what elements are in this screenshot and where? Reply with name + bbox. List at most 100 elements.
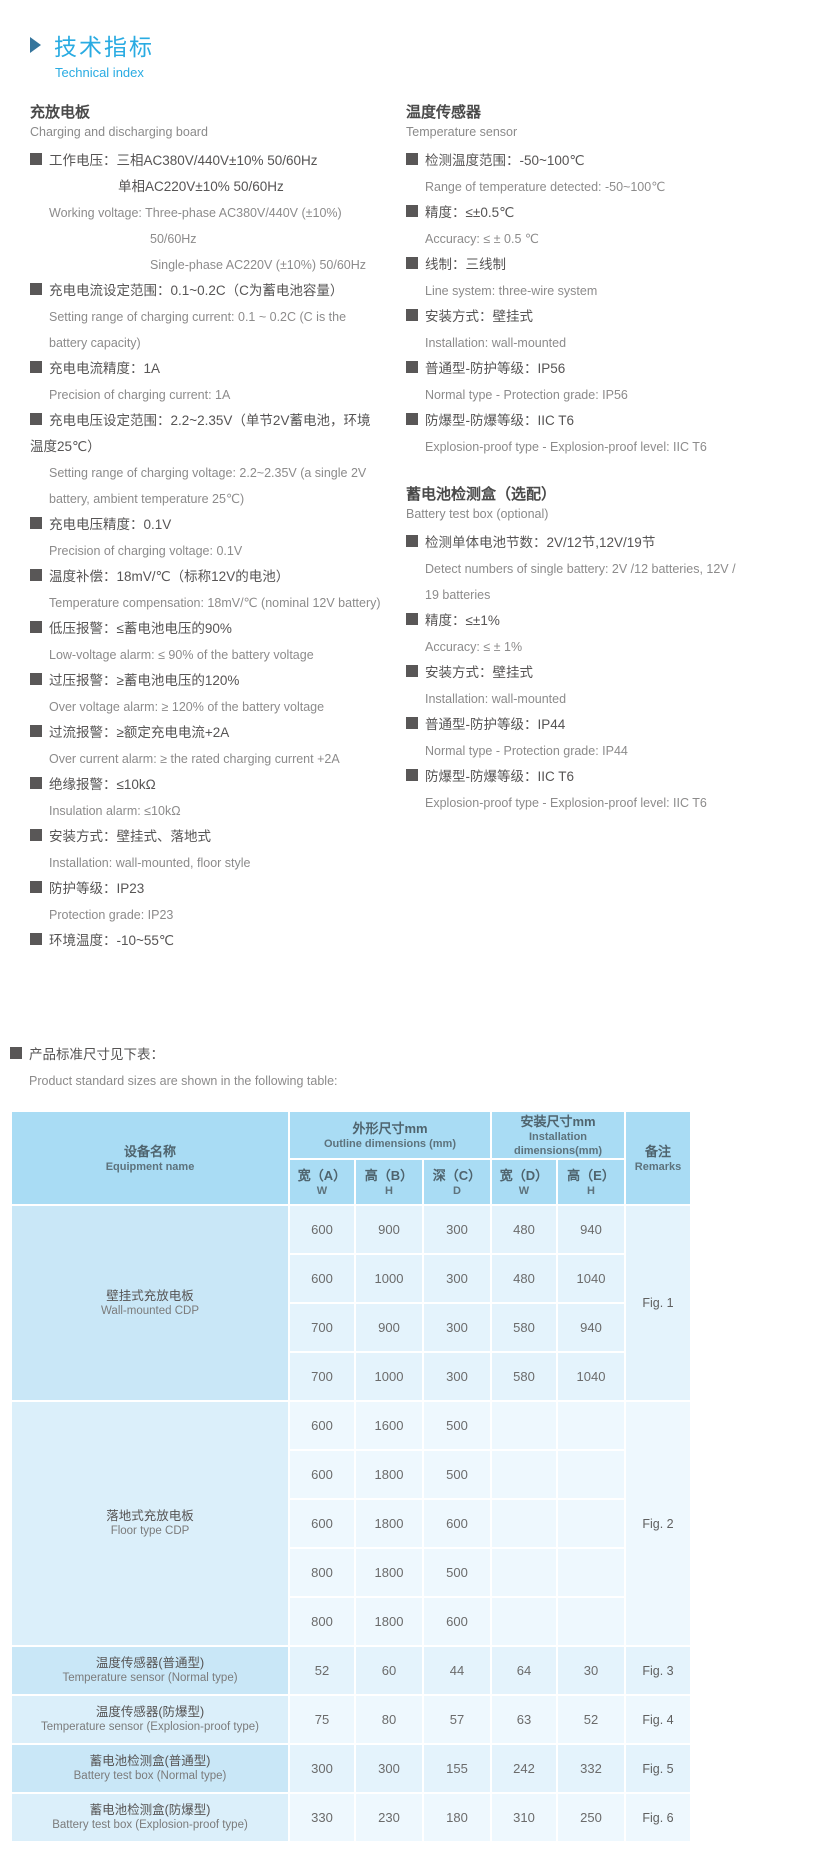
bullet-square-icon bbox=[30, 933, 42, 945]
dimension-cell: 30 bbox=[555, 1645, 627, 1696]
spec-zh-line: 温度补偿：18mV/℃（标称12V的电池） bbox=[30, 564, 382, 590]
remark-cell: Fig. 3 bbox=[624, 1645, 693, 1696]
col-header-outline-en: Outline dimensions (mm) bbox=[323, 1137, 456, 1150]
spec-zh-text: 单相AC220V±10% 50/60Hz bbox=[118, 179, 284, 194]
col-header-install-zh: 安装尺寸mm bbox=[520, 1113, 596, 1129]
spec-item: 温度补偿：18mV/℃（标称12V的电池） Temperature compens… bbox=[30, 564, 382, 616]
bullet-square-icon bbox=[406, 413, 418, 425]
dimension-cell: 300 bbox=[354, 1743, 424, 1794]
spec-item: 防爆型-防爆等级：IIC T6 Explosion-proof type - Ex… bbox=[406, 408, 736, 460]
spec-item: 充电电流精度：1A Precision of charging current: … bbox=[30, 356, 382, 408]
subcol-width-d-en: W bbox=[518, 1184, 530, 1197]
bullet-square-icon bbox=[30, 569, 42, 581]
dimension-cell: 900 bbox=[354, 1204, 424, 1255]
spec-zh-line: 普通型-防护等级：IP56 bbox=[406, 356, 736, 382]
spec-item: 防爆型-防爆等级：IIC T6 Explosion-proof type - Ex… bbox=[406, 764, 736, 816]
equipment-name-cell: 蓄电池检测盒(防爆型) Battery test box (Explosion-p… bbox=[10, 1792, 290, 1843]
spec-zh-text: 检测单体电池节数：2V/12节,12V/19节 bbox=[425, 535, 656, 550]
dimension-cell: 500 bbox=[422, 1547, 492, 1598]
spec-en-line: Precision of charging current: 1A bbox=[49, 388, 231, 402]
equipment-name-cell: 壁挂式充放电板 Wall-mounted CDP bbox=[10, 1204, 290, 1402]
subcol-depth-c: 深（C） D bbox=[422, 1158, 492, 1206]
dimension-cell bbox=[555, 1400, 627, 1451]
remark-cell: Fig. 1 bbox=[624, 1204, 693, 1402]
dimension-cell: 600 bbox=[288, 1204, 356, 1255]
dimension-cell: 580 bbox=[490, 1351, 558, 1402]
spec-zh-text: 精度：≤±1% bbox=[425, 613, 500, 628]
spec-item: 充电电流设定范围：0.1~0.2C（C为蓄电池容量） Setting range … bbox=[30, 278, 382, 356]
spec-en-line: Over voltage alarm: ≥ 120% of the batter… bbox=[49, 700, 325, 714]
spec-en-line: Normal type - Protection grade: IP56 bbox=[425, 388, 628, 402]
table-row: 600 1000 300 480 1040 bbox=[11, 1253, 691, 1304]
spec-zh-line: 线制：三线制 bbox=[406, 252, 736, 278]
remark-cell: Fig. 6 bbox=[624, 1792, 693, 1843]
bullet-square-icon bbox=[30, 621, 42, 633]
spec-item: 过压报警：≥蓄电池电压的120% Over voltage alarm: ≥ 12… bbox=[30, 668, 382, 720]
remark-cell: Fig. 5 bbox=[624, 1743, 693, 1794]
spec-zh-text: 线制：三线制 bbox=[425, 257, 506, 272]
spec-item: 线制：三线制 Line system: three-wire system bbox=[406, 252, 736, 304]
spec-en-line: Temperature compensation: 18mV/℃ (nomina… bbox=[49, 596, 381, 610]
dimension-cell: 300 bbox=[422, 1253, 492, 1304]
dimension-cell: 330 bbox=[288, 1792, 356, 1843]
dimension-cell: 230 bbox=[354, 1792, 424, 1843]
spec-item: 防护等级：IP23 Protection grade: IP23 bbox=[30, 876, 382, 928]
table-row: 温度传感器(防爆型) Temperature sensor (Explosion-… bbox=[10, 1694, 693, 1745]
spec-item: 检测单体电池节数：2V/12节,12V/19节 Detect numbers of… bbox=[406, 530, 736, 608]
spec-item: 安装方式：壁挂式、落地式 Installation: wall-mounted, … bbox=[30, 824, 382, 876]
bullet-square-icon bbox=[30, 777, 42, 789]
bullet-square-icon bbox=[406, 535, 418, 547]
col-header-outline-zh: 外形尺寸mm bbox=[352, 1120, 428, 1136]
dimension-cell: 700 bbox=[288, 1351, 356, 1402]
section-heading-en: Temperature sensor bbox=[406, 125, 518, 139]
spec-zh-text: 安装方式：壁挂式、落地式 bbox=[49, 829, 211, 844]
dimension-cell: 52 bbox=[288, 1645, 356, 1696]
bullet-square-icon bbox=[30, 673, 42, 685]
spec-zh-line: 绝缘报警：≤10kΩ bbox=[30, 772, 382, 798]
spec-zh-text: 防爆型-防爆等级：IIC T6 bbox=[425, 413, 575, 428]
spec-item: 精度：≤±1% Accuracy: ≤ ± 1% bbox=[406, 608, 736, 660]
spec-item: 安装方式：壁挂式 Installation: wall-mounted bbox=[406, 660, 736, 712]
spec-zh-text: 工作电压：三相AC380V/440V±10% 50/60Hz bbox=[49, 153, 318, 168]
subcol-height-b-en: H bbox=[385, 1184, 393, 1197]
section-heading-zh: 充放电板 bbox=[30, 104, 91, 121]
spec-zh-line: 低压报警：≤蓄电池电压的90% bbox=[30, 616, 382, 642]
col-header-remarks-zh: 备注 bbox=[645, 1143, 672, 1159]
spec-item: 充电电压设定范围：2.2~2.35V（单节2V蓄电池，环境温度25℃） Setti… bbox=[30, 408, 382, 512]
dimension-cell: 310 bbox=[490, 1792, 558, 1843]
table-row: 700 900 300 580 940 bbox=[11, 1302, 691, 1353]
spec-item: 普通型-防护等级：IP56 Normal type - Protection gr… bbox=[406, 356, 736, 408]
equipment-name-en: Floor type CDP bbox=[110, 1525, 190, 1537]
table-note: 产品标准尺寸见下表： Product standard sizes are sh… bbox=[10, 1042, 830, 1094]
col-header-install-en: Installation dimensions(mm) bbox=[514, 1130, 603, 1157]
spec-zh-text: 环境温度：-10~55℃ bbox=[49, 933, 175, 948]
subcol-height-e-en: H bbox=[587, 1184, 595, 1197]
table-row: 700 1000 300 580 1040 bbox=[11, 1351, 691, 1402]
bullet-square-icon bbox=[30, 361, 42, 373]
subcol-width-d-zh: 宽（D） bbox=[499, 1167, 549, 1183]
bullet-square-icon bbox=[30, 829, 42, 841]
equipment-name-cell: 温度传感器(防爆型) Temperature sensor (Explosion-… bbox=[10, 1694, 290, 1745]
dimension-cell: 600 bbox=[288, 1498, 356, 1549]
dimension-cell: 600 bbox=[422, 1596, 492, 1647]
subcol-width-a: 宽（A） W bbox=[288, 1158, 356, 1206]
page-subtitle: Technical index bbox=[55, 65, 144, 80]
dimension-cell bbox=[490, 1400, 558, 1451]
spec-zh-line: 过压报警：≥蓄电池电压的120% bbox=[30, 668, 382, 694]
spec-zh-text: 过压报警：≥蓄电池电压的120% bbox=[49, 673, 240, 688]
spec-item: 过流报警：≥额定充电电流+2A Over current alarm: ≥ the… bbox=[30, 720, 382, 772]
spec-en-line: Explosion-proof type - Explosion-proof l… bbox=[425, 796, 707, 810]
spec-zh-text: 充电电压设定范围：2.2~2.35V（单节2V蓄电池，环境温度25℃） bbox=[30, 413, 371, 454]
spec-zh-line: 充电电压精度：0.1V bbox=[30, 512, 382, 538]
spec-zh-text: 温度补偿：18mV/℃（标称12V的电池） bbox=[49, 569, 290, 584]
dimension-cell: 1800 bbox=[354, 1547, 424, 1598]
bullet-square-icon bbox=[406, 257, 418, 269]
table-row: 蓄电池检测盒(普通型) Battery test box (Normal type… bbox=[10, 1743, 693, 1794]
spec-item: 精度：≤±0.5℃ Accuracy: ≤ ± 0.5 ℃ bbox=[406, 200, 736, 252]
spec-item: 绝缘报警：≤10kΩ Insulation alarm: ≤10kΩ bbox=[30, 772, 382, 824]
spec-zh-text: 精度：≤±0.5℃ bbox=[425, 205, 515, 220]
equipment-name-en: Temperature sensor (Normal type) bbox=[62, 1672, 238, 1684]
col-header-remarks: 备注 Remarks bbox=[624, 1110, 693, 1206]
dimension-cell: 1800 bbox=[354, 1498, 424, 1549]
size-table-header: 设备名称 Equipment name 外形尺寸mm Outline dimen… bbox=[10, 1110, 693, 1206]
